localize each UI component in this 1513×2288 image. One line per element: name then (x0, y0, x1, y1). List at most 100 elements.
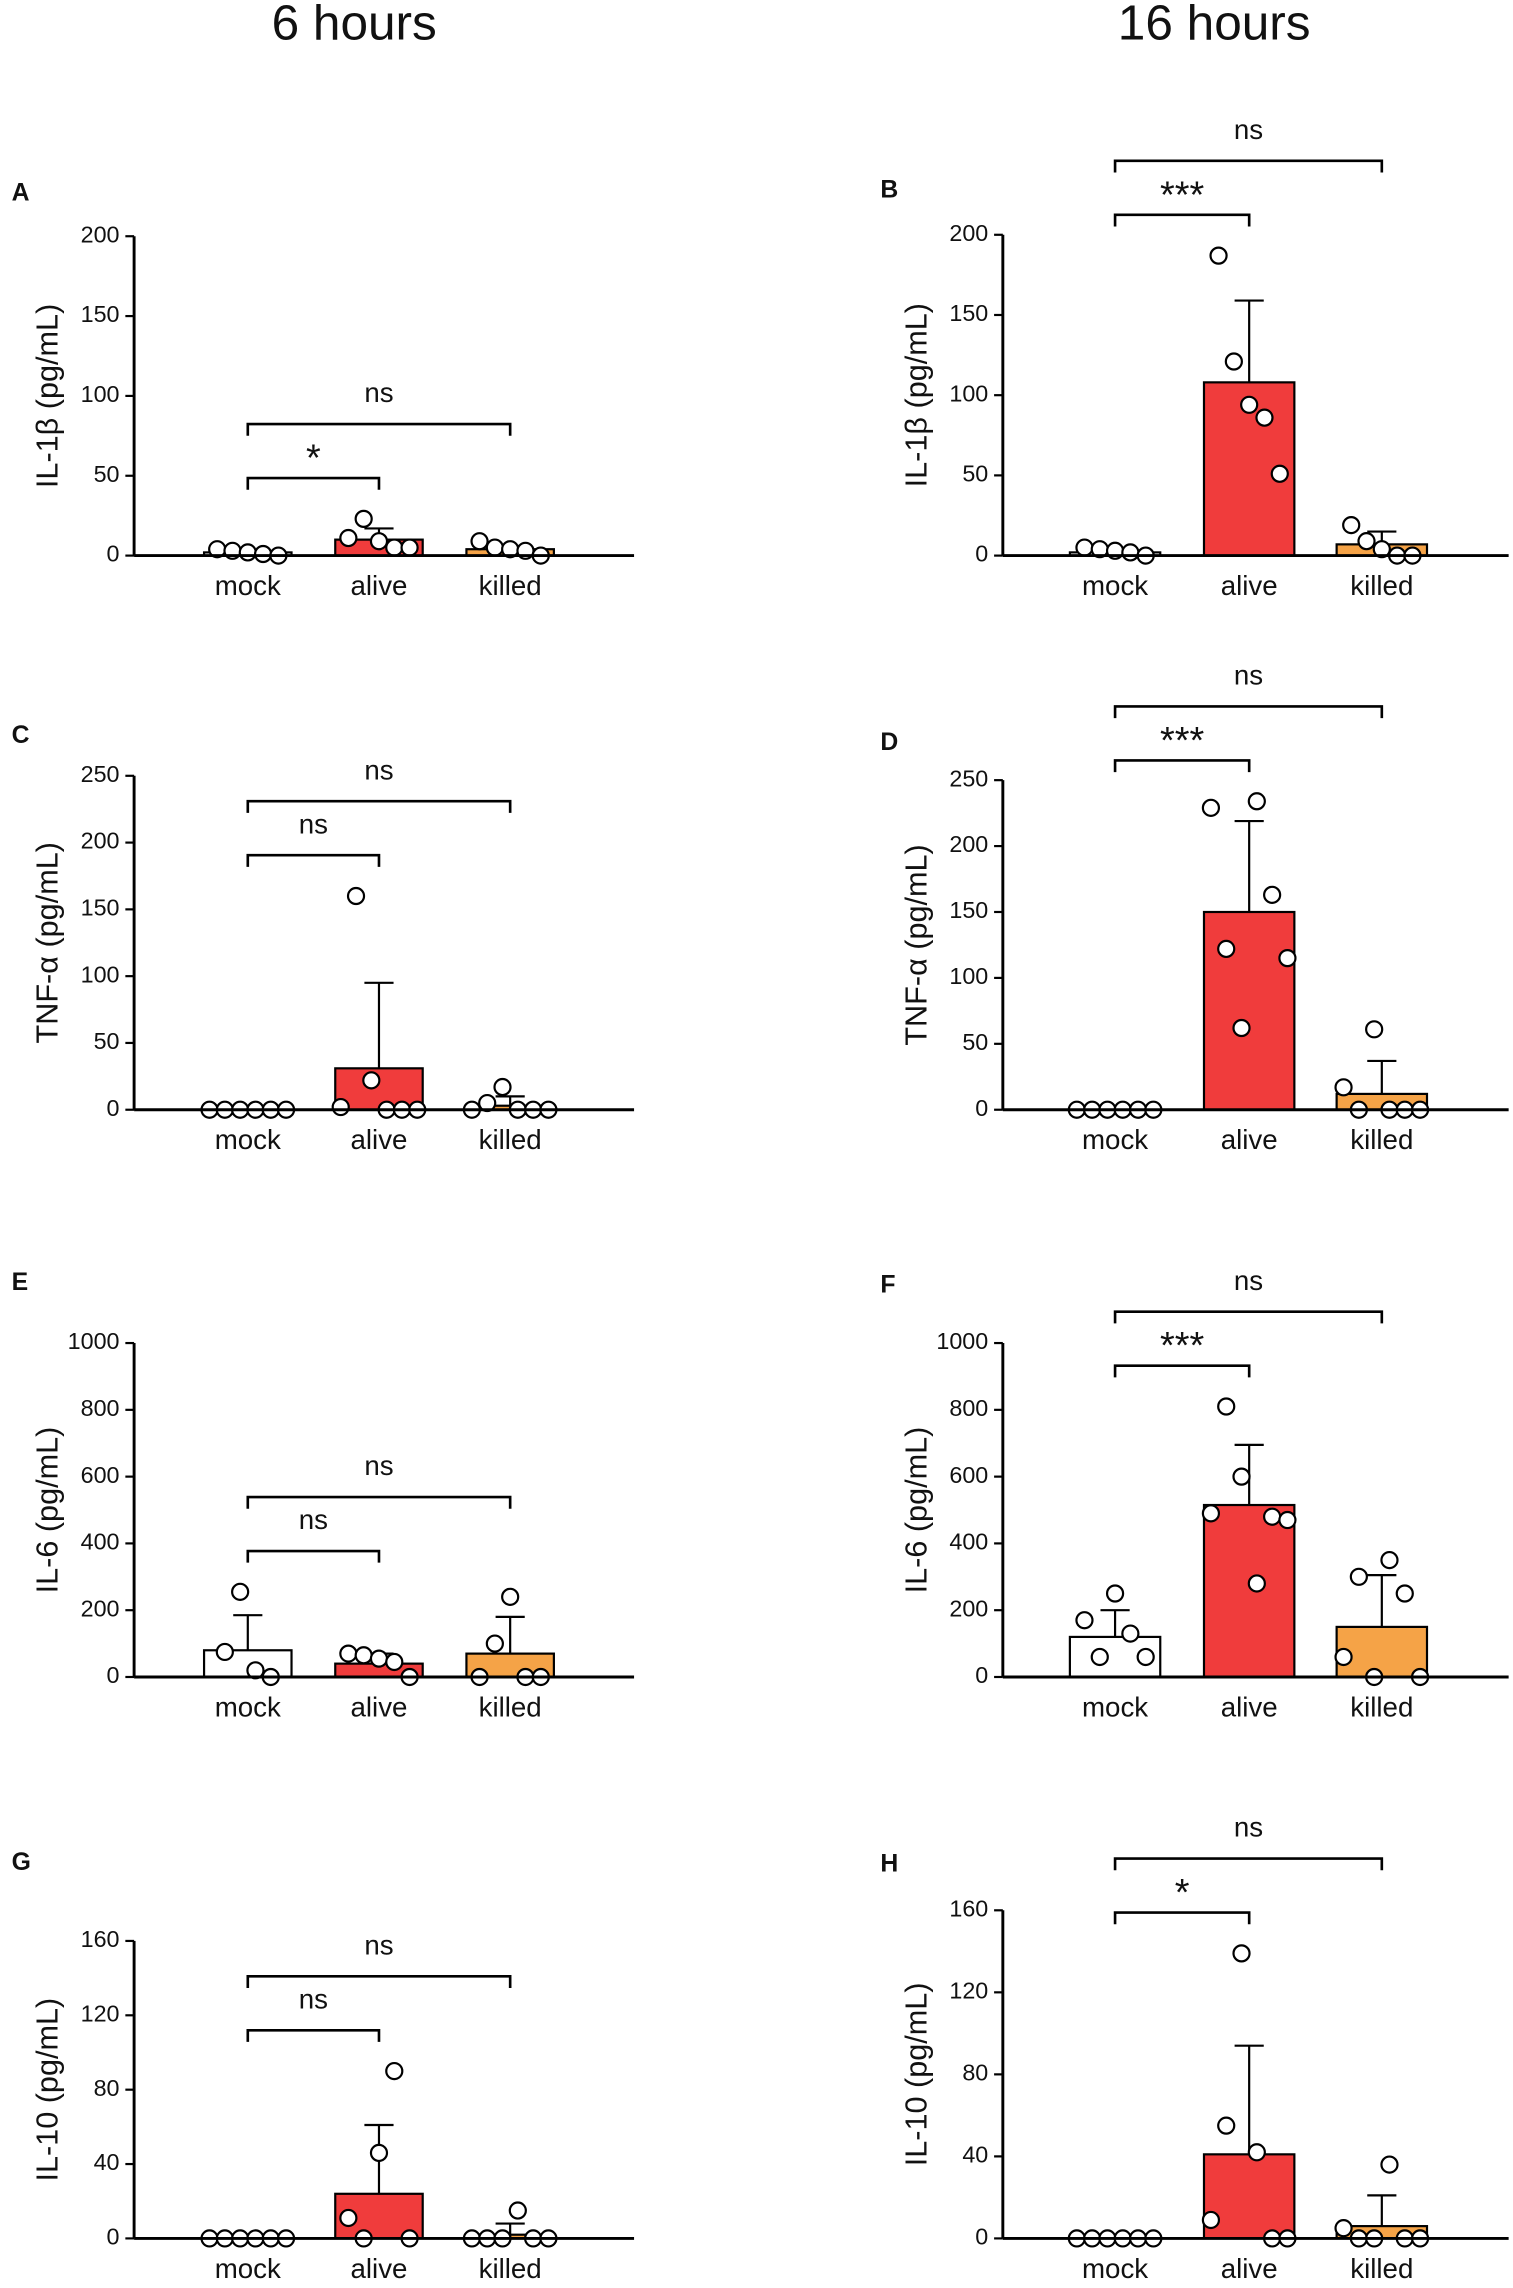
y-tick-label: 80 (94, 2075, 120, 2101)
y-tick-label: 100 (949, 380, 988, 406)
data-point (1334, 2219, 1353, 2238)
x-tick-label: alive (1221, 1691, 1278, 1722)
x-tick-label: killed (479, 2253, 542, 2284)
y-tick-label: 0 (107, 2224, 120, 2250)
significance-bracket (246, 422, 512, 436)
significance-bracket (246, 1549, 381, 1563)
y-tick-label: 150 (81, 301, 120, 327)
data-point (1075, 1611, 1094, 1630)
data-point (1247, 1574, 1266, 1593)
significance-bracket (1113, 1857, 1384, 1871)
y-tick-label: 50 (962, 1029, 988, 1055)
data-point (1121, 1624, 1140, 1643)
data-point (238, 543, 257, 562)
data-point (369, 1649, 389, 1668)
data-point (1395, 1584, 1414, 1603)
y-tick-label: 0 (975, 1662, 988, 1688)
x-tick-label: killed (479, 1124, 542, 1155)
bar (1202, 1503, 1296, 1679)
data-point (362, 1071, 381, 1090)
y-tick-label: 250 (949, 765, 988, 791)
data-point (253, 544, 273, 564)
y-axis-label: IL-6 (pg/mL) (899, 1427, 933, 1594)
data-point (400, 538, 419, 557)
data-point (1334, 1078, 1353, 1097)
data-point (1357, 532, 1376, 551)
x-tick-label: killed (479, 570, 542, 601)
significance-label: *** (1160, 1325, 1204, 1367)
x-tick-label: killed (479, 1691, 542, 1722)
y-tick-label: 100 (949, 963, 988, 989)
significance-bracket (1113, 1911, 1251, 1925)
data-point (385, 2061, 404, 2081)
data-point (385, 1652, 404, 1672)
y-tick-label: 150 (949, 897, 988, 923)
y-axis-label: TNF-α (pg/mL) (899, 844, 933, 1045)
y-tick-label: 0 (107, 1095, 120, 1121)
significance-label: * (1175, 1872, 1190, 1914)
x-tick-label: mock (215, 1691, 281, 1722)
y-axis-label: TNF-α (pg/mL) (31, 842, 65, 1043)
x-tick-label: alive (351, 1124, 408, 1155)
y-tick-label: 400 (81, 1529, 120, 1555)
x-tick-label: killed (1350, 1124, 1413, 1155)
significance-label: ns (364, 377, 393, 408)
data-point (339, 1644, 358, 1663)
significance-label: ns (299, 808, 328, 839)
y-tick-label: 150 (949, 300, 988, 326)
x-tick-label: mock (1082, 570, 1148, 601)
y-tick-label: 800 (949, 1395, 988, 1421)
significance-label: *** (1160, 174, 1204, 216)
data-point (1232, 1467, 1251, 1486)
significance-label: ns (299, 1983, 328, 2014)
data-point (501, 1587, 520, 1606)
panel-letter: D (880, 729, 898, 756)
data-point (1217, 1397, 1236, 1416)
x-tick-label: killed (1350, 570, 1413, 601)
y-tick-label: 0 (107, 541, 120, 567)
data-point (1278, 949, 1297, 968)
bar (1202, 910, 1296, 1111)
y-tick-label: 150 (81, 895, 120, 921)
x-tick-label: mock (215, 2253, 281, 2284)
y-tick-label: 200 (81, 221, 120, 247)
bar (1068, 1635, 1162, 1679)
x-tick-label: alive (351, 570, 408, 601)
data-point (385, 538, 404, 557)
data-point (1201, 798, 1221, 817)
y-tick-label: 200 (81, 1595, 120, 1621)
significance-label: ns (299, 1504, 328, 1535)
data-point (1263, 885, 1282, 904)
x-tick-label: mock (1082, 1691, 1148, 1722)
data-point (1372, 540, 1391, 559)
data-point (1090, 1647, 1109, 1667)
data-point (1121, 543, 1140, 562)
data-point (339, 528, 358, 548)
significance-label: ns (364, 1929, 393, 1960)
panel-letter: A (12, 179, 30, 206)
significance-label: ns (1234, 1265, 1263, 1296)
panel-letter: G (12, 1849, 31, 1876)
x-tick-label: killed (1350, 1691, 1413, 1722)
data-point (231, 1582, 250, 1601)
data-point (331, 1097, 350, 1117)
y-tick-label: 120 (81, 2000, 120, 2026)
data-point (346, 886, 366, 906)
x-tick-label: alive (351, 2253, 408, 2284)
data-point (1224, 352, 1243, 371)
y-tick-label: 200 (949, 831, 988, 857)
y-tick-label: 200 (81, 828, 120, 854)
significance-bracket (246, 799, 512, 813)
y-tick-label: 50 (962, 461, 988, 487)
data-point (485, 1634, 504, 1653)
x-tick-label: mock (1082, 2253, 1148, 2284)
y-tick-label: 600 (81, 1462, 120, 1488)
data-point (1217, 939, 1236, 959)
y-tick-label: 400 (949, 1529, 988, 1555)
significance-bracket (1113, 213, 1251, 227)
x-tick-label: alive (351, 1691, 408, 1722)
significance-label: * (306, 438, 321, 480)
data-point (369, 2143, 389, 2163)
significance-label: ns (364, 754, 393, 785)
significance-bracket (246, 1974, 512, 1988)
